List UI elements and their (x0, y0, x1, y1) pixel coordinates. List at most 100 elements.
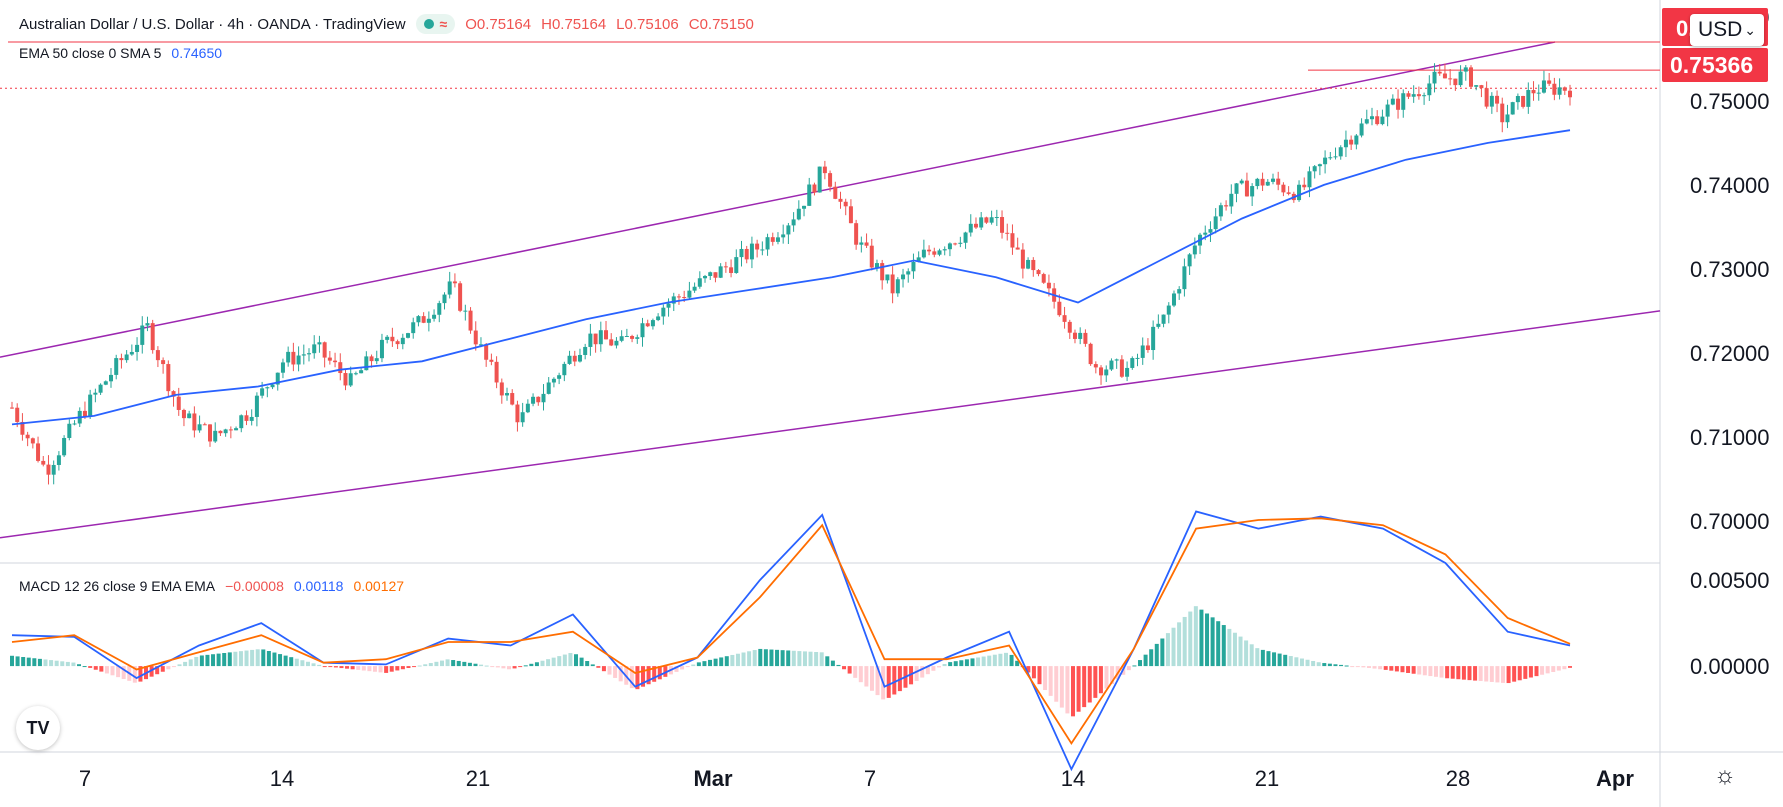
channel-lower-line[interactable] (0, 310, 1661, 539)
macd-histogram-bar (546, 659, 551, 667)
candle-body (541, 393, 546, 403)
macd-histogram-bar (1182, 616, 1187, 667)
macd-histogram-bar (696, 662, 701, 667)
candle-body (593, 333, 598, 345)
price-tick-label: 0.73000 (1690, 257, 1770, 282)
candle-body (301, 354, 306, 356)
macd-hist-value: −0.00008 (225, 578, 284, 594)
candle-body (400, 337, 405, 345)
macd-histogram-bar (579, 657, 584, 667)
macd-label[interactable]: MACD 12 26 close 9 EMA EMA (19, 578, 216, 594)
candle-body (1099, 367, 1104, 376)
candle-body (729, 267, 734, 273)
candle-body (88, 394, 93, 417)
macd-histogram-bar (1417, 666, 1422, 675)
candle-body (1442, 73, 1447, 79)
macd-histogram-bar (936, 666, 941, 668)
macd-histogram-bar (1249, 644, 1254, 667)
candle-body (1396, 98, 1401, 110)
time-tick-label: 14 (270, 766, 294, 791)
macd-histogram-bar (1506, 666, 1511, 684)
candle-body (499, 382, 504, 396)
macd-histogram-bar (842, 666, 847, 670)
price-tick-label: 0.71000 (1690, 425, 1770, 450)
candle-body (1474, 85, 1479, 87)
macd-histogram-bar (32, 658, 37, 667)
candle-body (1010, 233, 1015, 248)
ema50-line[interactable] (11, 129, 1571, 426)
macd-histogram-bar (892, 666, 897, 695)
candle-body (927, 249, 932, 252)
macd-histogram-bar (1087, 666, 1092, 703)
candle-body (770, 237, 775, 242)
signal-line[interactable] (11, 517, 1571, 746)
candle-body (140, 325, 145, 345)
macd-histogram-bar (1205, 613, 1210, 667)
symbol-title[interactable]: Australian Dollar / U.S. Dollar · 4h · O… (19, 15, 406, 33)
candle-body (1229, 193, 1234, 207)
macd-histogram-bar (875, 666, 880, 696)
candle-body (20, 421, 25, 435)
macd-histogram-bar (1193, 606, 1198, 667)
channel-upper-line[interactable] (0, 41, 1556, 358)
macd-histogram-bar (1456, 666, 1461, 680)
macd-histogram-bar (289, 657, 294, 667)
macd-histogram-bar (171, 666, 176, 668)
macd-histogram-bar (562, 654, 567, 667)
candle-body (202, 424, 207, 426)
candle-body (697, 278, 702, 287)
macd-histogram-bar (1366, 666, 1371, 668)
macd-histogram-bar (942, 664, 947, 667)
candle-body (333, 360, 338, 363)
candle-body (994, 217, 999, 219)
tradingview-logo-icon[interactable]: TV (16, 706, 60, 750)
macd-histogram-bar (1165, 633, 1170, 667)
candle-body (385, 336, 390, 340)
macd-histogram-bar (199, 655, 204, 667)
candle-body (1416, 94, 1421, 97)
macd-histogram-bar (1138, 660, 1143, 667)
candle-body (1281, 184, 1286, 193)
candle-body (489, 359, 494, 362)
candle-body (1239, 180, 1244, 184)
gear-icon[interactable]: ☼ (1714, 762, 1736, 789)
candle-body (1067, 321, 1072, 333)
macd-histogram-bar (283, 655, 288, 667)
macd-histogram-bar (1188, 611, 1193, 667)
macd-histogram-bar (585, 661, 590, 667)
candle-body (588, 333, 593, 347)
candle-body (1505, 114, 1510, 123)
macd-histogram-bar (238, 651, 243, 667)
candle-body (1093, 364, 1098, 368)
macd-histogram-bar (211, 654, 216, 667)
candle-body (880, 263, 885, 281)
candle-body (46, 464, 51, 475)
currency-label: USD (1697, 18, 1743, 41)
macd-histogram-bar (618, 666, 623, 682)
candle-body (1500, 103, 1505, 123)
candle-body (937, 250, 942, 255)
macd-histogram-bar (512, 666, 517, 669)
macd-histogram-bar (691, 664, 696, 667)
macd-histogram-bar (629, 666, 634, 689)
macd-histogram-bar (54, 660, 59, 667)
candle-body (1364, 119, 1369, 124)
candle-body (239, 415, 244, 429)
market-status-badge[interactable]: ≈ (415, 14, 456, 34)
macd-histogram-bar (501, 666, 506, 669)
candle-body (718, 266, 723, 278)
macd-histogram-bar (1054, 666, 1059, 702)
macd-histogram-bar (797, 651, 802, 667)
candle-body (932, 251, 937, 255)
macd-histogram-bar (1361, 666, 1366, 668)
macd-histogram-bar (183, 661, 188, 667)
macd-histogram-bar (814, 652, 819, 667)
candle-body (390, 336, 395, 342)
candle-body (828, 173, 833, 187)
macd-histogram-bar (1126, 666, 1131, 671)
ema-label[interactable]: EMA 50 close 0 SMA 5 (19, 45, 162, 61)
macd-histogram-bar (60, 661, 65, 667)
currency-button[interactable]: USD ⌄ (1690, 14, 1764, 46)
